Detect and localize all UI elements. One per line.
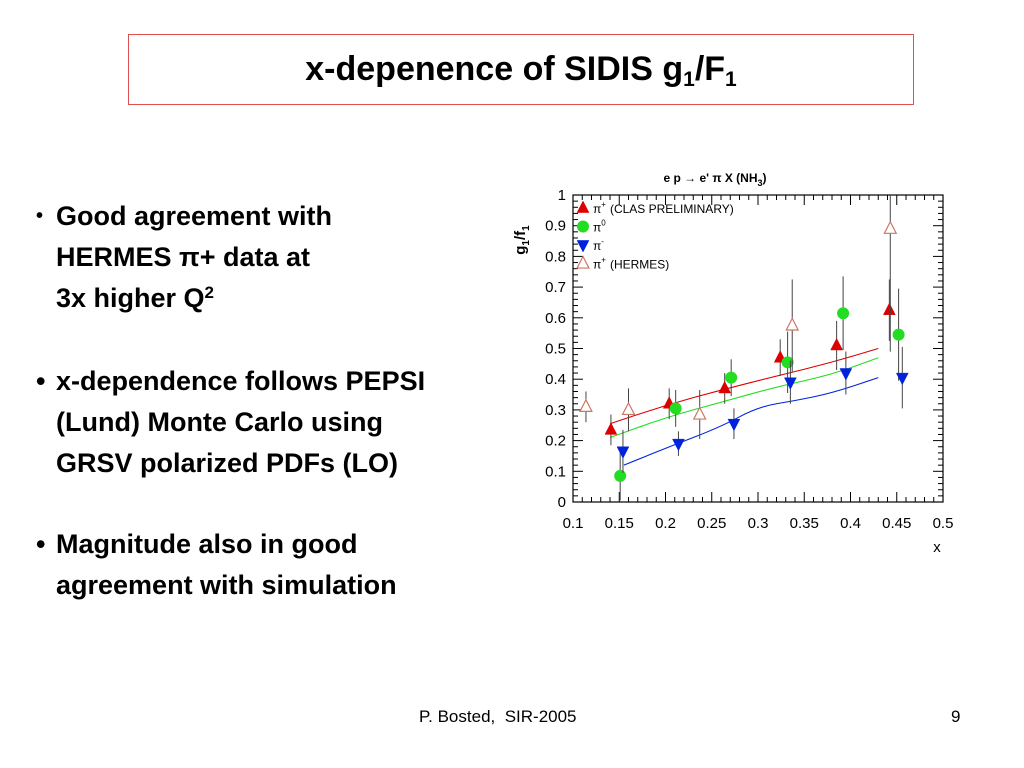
x-tick-label: 0.45 — [882, 515, 911, 532]
data-point — [895, 372, 909, 386]
bullet-line: (Lund) Monte Carlo using — [56, 407, 383, 437]
bullet-line-sup: 2 — [204, 283, 215, 302]
mc-curve-line — [623, 377, 879, 466]
slide-title: x-depenence of SIDIS g1/F1 — [305, 50, 737, 91]
mc-curves — [609, 347, 879, 466]
title-sub-2: 1 — [725, 68, 737, 91]
data-point — [882, 302, 896, 315]
footer-page-number: 9 — [951, 707, 961, 726]
bullet-line: x-dependence follows PEPSI — [56, 366, 426, 396]
data-point — [883, 220, 898, 234]
y-tick-label: 0 — [558, 494, 566, 511]
slide-title-box: x-depenence of SIDIS g1/F1 — [128, 34, 914, 105]
data-point — [725, 371, 738, 384]
data-point — [727, 418, 741, 432]
legend-label: π+ (HERMES) — [593, 256, 669, 272]
mc-curve-line — [609, 357, 879, 439]
title-slash-text: /F — [694, 50, 726, 88]
footer-author: P. Bosted, SIR-2005 — [419, 707, 577, 726]
bullet-line: GRSV polarized PDFs (LO) — [56, 448, 399, 478]
bullet-dot: • — [36, 529, 46, 559]
y-tick-label: 0.5 — [545, 341, 566, 358]
x-axis-label: x — [933, 539, 941, 556]
data-point — [604, 422, 618, 435]
bullet-line: Magnitude also in good — [56, 529, 358, 559]
data-point — [830, 337, 843, 351]
data-point — [892, 328, 905, 341]
mc-curve-line — [609, 347, 879, 425]
x-tick-label: 0.3 — [748, 515, 769, 532]
y-tick-label: 0.9 — [545, 218, 566, 235]
data-point — [621, 401, 636, 416]
chart-title: e p → e' π X (NH3) — [663, 171, 766, 188]
data-point — [614, 469, 627, 482]
y-tick-label: 0.4 — [545, 371, 566, 388]
data-point — [692, 406, 707, 420]
plot-frame — [572, 194, 944, 503]
data-point — [669, 402, 682, 415]
data-point — [718, 380, 732, 394]
legend-marker — [576, 240, 590, 253]
data-point — [579, 398, 593, 412]
data-point — [616, 446, 630, 459]
data-point — [672, 438, 685, 452]
sidis-chart: e p → e' π X (NH3) g1/f1 x 0 0.1 0.2 0.3 0.4… — [512, 171, 953, 556]
y-axis-label: g1/f1 — [512, 225, 532, 255]
bullet-line: 3x higher Q2 — [36, 278, 536, 319]
legend-marker — [576, 255, 590, 269]
bullet-item: • Good agreement with HERMES π+ data at … — [36, 196, 536, 319]
bullet-line: Good agreement with — [56, 201, 333, 231]
legend-marker — [577, 220, 589, 233]
chart-legend: π+ (CLAS PRELIMINARY) π0 π-π+ (HERMES) — [576, 200, 734, 272]
legend-marker — [576, 200, 590, 213]
y-tick-label: 0.8 — [545, 248, 566, 265]
legend-label: π0 — [593, 219, 606, 235]
title-sub-1: 1 — [683, 68, 695, 91]
y-tick-label: 0.3 — [545, 402, 566, 419]
data-point — [785, 317, 800, 331]
bullet-list: • Good agreement with HERMES π+ data at … — [36, 196, 536, 606]
data-point — [784, 377, 797, 390]
bullet-item: • Magnitude also in good agreement with … — [36, 524, 536, 606]
x-tick-label: 0.1 — [563, 515, 584, 532]
data-point — [839, 368, 853, 381]
y-tick-label: 1 — [558, 187, 566, 204]
x-tick-label: 0.35 — [790, 515, 819, 532]
y-tick-label: 0.7 — [545, 279, 566, 296]
y-tick-label: 0.6 — [545, 310, 566, 327]
y-tick-label: 0.2 — [545, 433, 566, 450]
title-main-text: x-depenence of SIDIS g — [305, 50, 684, 88]
bullet-dot: • — [36, 366, 46, 396]
bullet-line: agreement with simulation — [56, 570, 397, 600]
y-tick-label: 0.1 — [545, 463, 566, 480]
bullet-line-text: 3x higher Q — [56, 283, 205, 313]
x-tick-label: 0.5 — [933, 515, 954, 532]
legend-label: π- — [593, 237, 604, 253]
x-tick-label: 0.25 — [697, 515, 726, 532]
bullet-item: • x-dependence follows PEPSI (Lund) Mont… — [36, 361, 536, 484]
bullet-line: HERMES π+ data at — [56, 242, 310, 272]
x-tick-label: 0.2 — [655, 515, 676, 532]
legend-label: π+ (CLAS PRELIMINARY) — [593, 200, 734, 216]
data-points — [579, 195, 909, 501]
plot-frame-rect — [572, 194, 944, 503]
axis-ticks: 0 0.1 0.2 0.3 0.4 0.5 0.6 0.7 0.8 0.9 1 0.1 0.15 0.2 0… — [545, 187, 953, 532]
bullet-dot: • — [36, 205, 44, 227]
x-tick-label: 0.4 — [840, 515, 861, 532]
x-tick-label: 0.15 — [605, 515, 634, 532]
data-point — [837, 307, 850, 320]
